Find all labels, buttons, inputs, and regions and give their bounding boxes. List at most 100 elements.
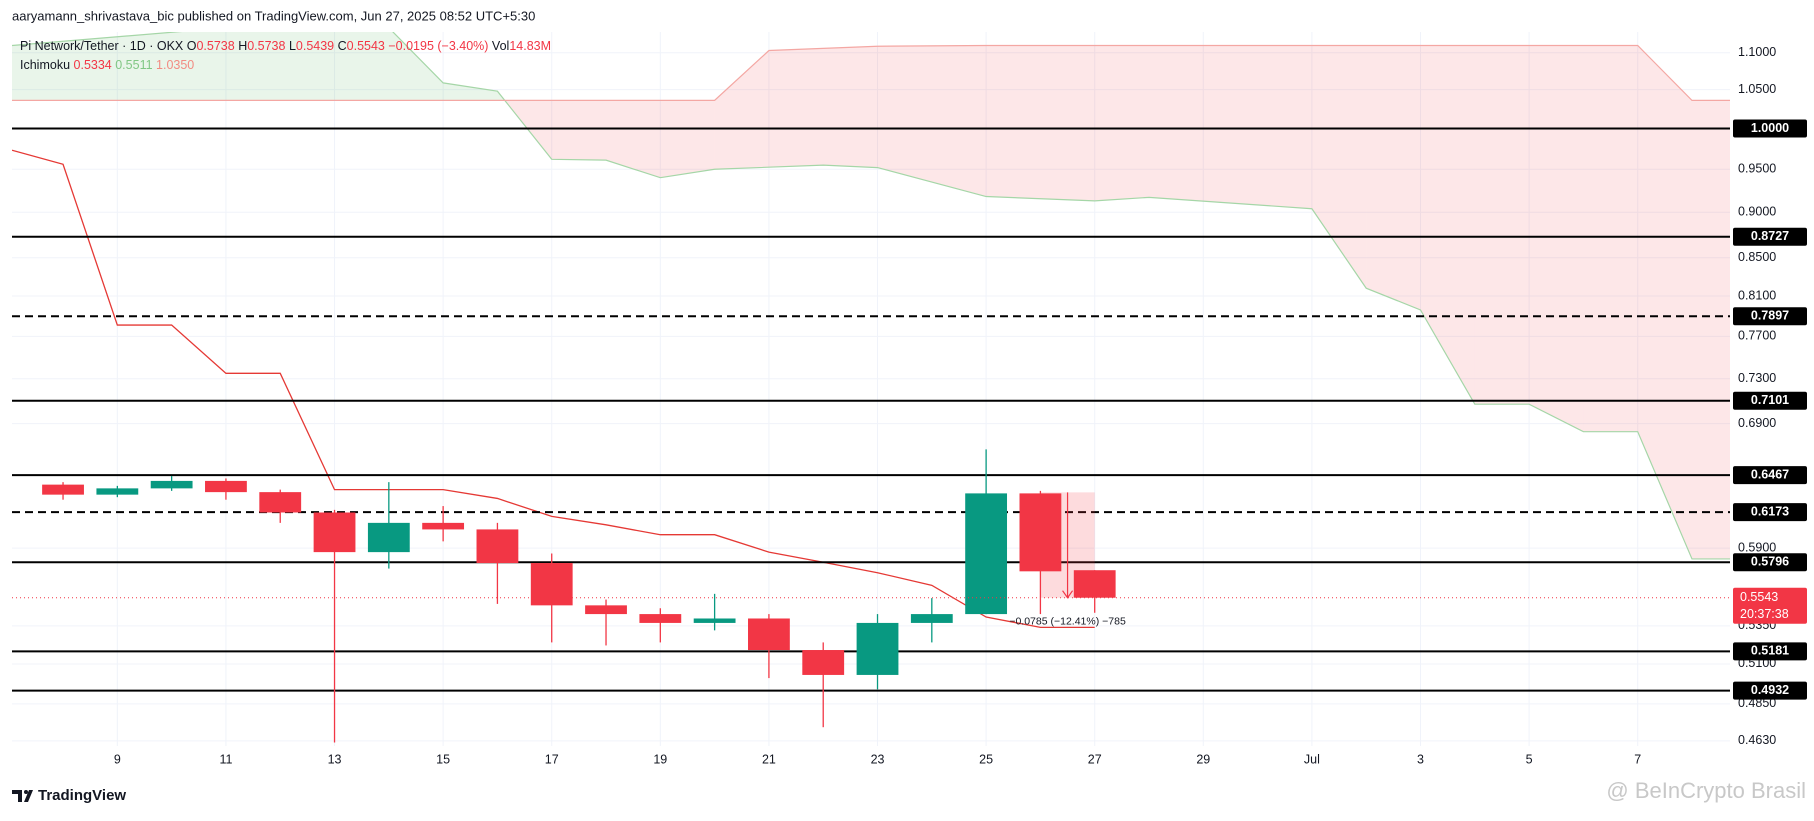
legend-text: −0.0195 (−3.40%) — [388, 39, 488, 53]
level-label: 0.8727 — [1751, 229, 1789, 243]
candle-body — [205, 480, 247, 493]
x-tick-label: 21 — [762, 752, 776, 766]
y-tick-label: 1.1000 — [1738, 45, 1776, 59]
cloud-fill — [1474, 45, 1530, 405]
leading-span-a — [12, 32, 1730, 560]
candle-body — [367, 522, 410, 553]
cloud-fill — [443, 82, 498, 101]
watermark: @ BeInCrypto Brasil — [1606, 778, 1806, 803]
level-label: 0.6467 — [1751, 467, 1789, 481]
cloud-fill — [388, 32, 444, 101]
candle-body — [693, 618, 736, 623]
level-label-box — [1733, 466, 1807, 485]
candle-body — [313, 512, 356, 553]
legend-text: 0.5511 — [115, 58, 152, 72]
x-tick-label: 23 — [871, 752, 885, 766]
y-tick-label: 0.5900 — [1738, 540, 1776, 554]
candle-body — [748, 618, 790, 651]
measure-arrow-head — [1062, 590, 1074, 599]
conversion-line — [12, 149, 1095, 629]
level-label-box — [1733, 307, 1807, 326]
x-tick-label: 5 — [1526, 752, 1533, 766]
x-tick-label: 27 — [1088, 752, 1102, 766]
candle-body — [42, 484, 84, 495]
cloud-fill — [877, 45, 987, 197]
legend-text: Vol — [492, 39, 509, 53]
level-label-box — [1733, 642, 1807, 661]
level-label: 0.4932 — [1751, 683, 1789, 697]
x-tick-label: 19 — [653, 752, 667, 766]
indicator-legend: Ichimoku 0.5334 0.5511 1.0350 — [20, 58, 194, 72]
candle-body — [1073, 570, 1116, 598]
price-label-box — [1733, 587, 1807, 624]
cloud-fill — [1691, 100, 1730, 559]
y-tick-label: 0.4850 — [1738, 696, 1776, 710]
price-label: 0.5543 — [1740, 590, 1778, 604]
y-tick-label: 0.9000 — [1738, 205, 1776, 219]
candle-body — [422, 522, 465, 530]
tradingview-logo: TradingView — [12, 787, 126, 804]
x-tick-label: 17 — [545, 752, 559, 766]
x-tick-label: 25 — [979, 752, 993, 766]
cloud-fill — [551, 100, 607, 161]
legend-text: H — [238, 39, 247, 53]
level-label: 0.6173 — [1751, 504, 1789, 518]
legend-text: C — [338, 39, 347, 53]
level-label-box — [1733, 681, 1807, 700]
x-tick-label: 9 — [114, 752, 121, 766]
legend-text: Ichimoku — [20, 58, 70, 72]
level-label: 0.7101 — [1751, 393, 1789, 407]
cloud-fill — [225, 32, 389, 101]
candle-body — [802, 650, 845, 675]
leading-span-b — [12, 44, 1730, 101]
candle-body — [530, 563, 573, 606]
candle-body — [585, 605, 627, 615]
legend-text: 0.5334 — [74, 58, 112, 72]
legend-text: L — [289, 39, 296, 53]
y-tick-label: 0.8500 — [1738, 250, 1776, 264]
candle-body — [259, 492, 302, 513]
cloud-fill — [1583, 45, 1638, 432]
cloud-fill — [986, 45, 1095, 201]
candle-body — [910, 614, 953, 623]
symbol-legend: Pi Network/Tether · 1D · OKX O0.5738 H0.… — [20, 39, 551, 53]
cloud-fill — [1529, 45, 1584, 432]
cloud-fill — [823, 46, 878, 168]
measure-label: −0.0785 (−12.41%) −785 — [1009, 615, 1126, 627]
candle-body — [856, 622, 899, 675]
level-label-box — [1733, 553, 1807, 572]
legend-text: 1.0350 — [156, 58, 194, 72]
cloud-fill — [1094, 45, 1150, 201]
overlay: aaryamann_shrivastava_bic published on T… — [12, 8, 1806, 804]
y-tick-label: 0.8100 — [1738, 288, 1776, 302]
candle-body — [1019, 493, 1062, 572]
y-tick-label: 0.7700 — [1738, 329, 1776, 343]
x-tick-label: 29 — [1196, 752, 1210, 766]
cloud-fill — [1637, 45, 1692, 559]
y-tick-label: 0.9500 — [1738, 162, 1776, 176]
cloud-fill — [714, 50, 769, 170]
x-tick-label: 11 — [219, 752, 232, 766]
legend-text: 0.5738 — [196, 39, 234, 53]
y-tick-label: 0.4630 — [1738, 733, 1776, 747]
y-tick-label: 0.6900 — [1738, 416, 1776, 430]
level-label: 0.7897 — [1751, 309, 1789, 323]
cloud-fill — [1366, 45, 1421, 310]
candle-body — [965, 493, 1008, 615]
legend-text: 0.5738 — [247, 39, 285, 53]
level-label: 0.5181 — [1751, 644, 1789, 658]
price-countdown: 20:37:38 — [1740, 607, 1789, 621]
cloud-fill — [660, 100, 715, 178]
legend-text: O — [187, 39, 197, 53]
level-label: 1.0000 — [1751, 121, 1789, 135]
level-label-box — [1733, 119, 1807, 138]
x-tick-label: 7 — [1634, 752, 1641, 766]
y-tick-label: 1.0500 — [1738, 82, 1776, 96]
x-tick-label: Jul — [1304, 752, 1320, 766]
cloud-fill — [1311, 45, 1367, 289]
legend-text: Pi Network/Tether · 1D · OKX — [20, 39, 184, 53]
x-tick-label: 13 — [328, 752, 342, 766]
y-tick-label: 0.7300 — [1738, 371, 1776, 385]
